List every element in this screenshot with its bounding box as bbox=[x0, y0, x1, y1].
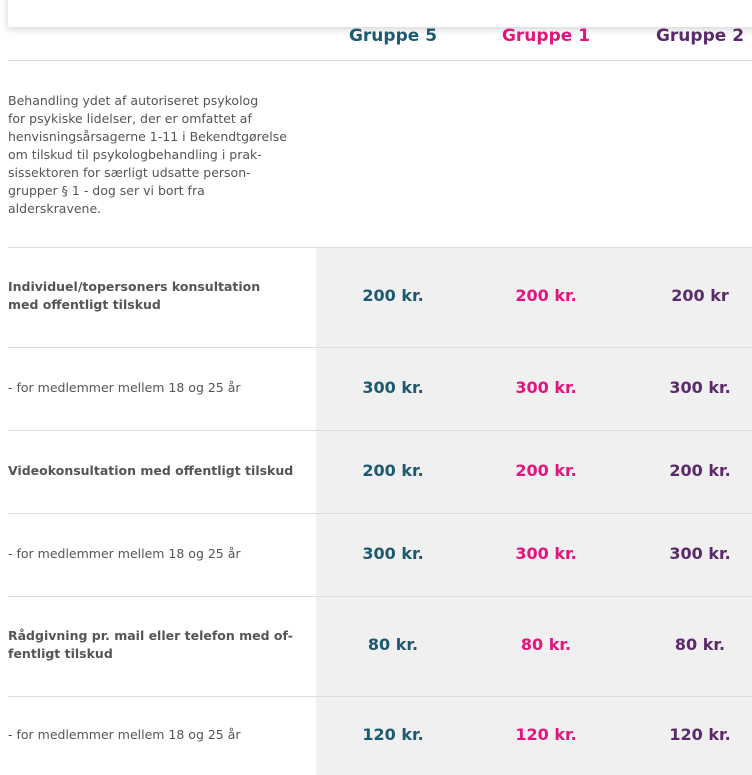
row-label: - for medlemmer mellem 18 og 25 år bbox=[8, 726, 241, 744]
description-line: sissektoren for særligt udsatte person- bbox=[8, 165, 251, 180]
price: 120 kr. bbox=[669, 724, 731, 744]
row-label: - for medlemmer mellem 18 og 25 år bbox=[8, 379, 241, 397]
description: Behandling ydet af autoriseret psykolog f… bbox=[8, 92, 287, 218]
price: 300 kr. bbox=[362, 377, 424, 397]
description-line: grupper § 1 - dog ser vi bort fra bbox=[8, 183, 205, 198]
price: 80 kr. bbox=[367, 635, 419, 654]
description-line: alderskravene. bbox=[8, 201, 102, 216]
label-line: Videokonsultation med offentligt tilskud bbox=[8, 462, 294, 478]
label-line: - for medlemmer mellem 18 og 25 år bbox=[8, 545, 241, 561]
column-header: Gruppe 1 bbox=[501, 26, 591, 46]
label-line: - for medlemmer mellem 18 og 25 år bbox=[8, 726, 241, 742]
price-background bbox=[316, 248, 752, 775]
label-line: fentligt tilskud bbox=[8, 646, 113, 661]
divider bbox=[8, 247, 752, 248]
price: 200 kr. bbox=[362, 460, 424, 480]
divider bbox=[8, 696, 752, 697]
divider bbox=[8, 347, 752, 348]
description-line: henvisningsårsagerne 1-11 i Bekendtgørel… bbox=[8, 129, 287, 144]
price: 200 kr. bbox=[669, 460, 731, 480]
divider bbox=[8, 430, 752, 431]
divider bbox=[8, 60, 752, 61]
row-label: - for medlemmer mellem 18 og 25 år bbox=[8, 545, 241, 563]
description-line: om tilskud til psykologbehandling i prak… bbox=[8, 147, 262, 162]
top-panel bbox=[8, 0, 752, 27]
price: 200 kr. bbox=[362, 286, 424, 305]
price: 300 kr. bbox=[669, 377, 731, 397]
price: 300 kr. bbox=[515, 543, 577, 563]
description-line: Behandling ydet af autoriseret psykolog bbox=[8, 93, 259, 108]
row-label: Rådgivning pr. mail eller telefon med of… bbox=[8, 627, 293, 663]
row-label: Individuel/topersoners konsultation med o… bbox=[8, 278, 260, 314]
label-line: - for medlemmer mellem 18 og 25 år bbox=[8, 379, 241, 395]
column-header: Gruppe 5 bbox=[348, 26, 438, 46]
price: 300 kr. bbox=[515, 377, 577, 397]
price: 300 kr. bbox=[669, 543, 731, 563]
row-label: Videokonsultation med offentligt tilskud bbox=[8, 462, 293, 480]
divider bbox=[8, 513, 752, 514]
price: 120 kr. bbox=[515, 724, 577, 744]
price: 300 kr. bbox=[362, 543, 424, 563]
price: 200 kr bbox=[671, 286, 729, 305]
divider bbox=[8, 596, 752, 597]
label-line: Rådgivning pr. mail eller telefon med of… bbox=[8, 628, 293, 643]
price: 200 kr. bbox=[515, 286, 577, 305]
price: 200 kr. bbox=[515, 460, 577, 480]
price: 80 kr. bbox=[674, 635, 726, 654]
label-line: med offentligt tilskud bbox=[8, 297, 161, 312]
price: 120 kr. bbox=[362, 724, 424, 744]
label-line: Individuel/topersoners konsultation bbox=[8, 279, 261, 294]
price: 80 kr. bbox=[520, 635, 572, 654]
column-header: Gruppe 2 bbox=[655, 26, 745, 46]
description-line: for psykiske lidelser, der er omfattet a… bbox=[8, 111, 252, 126]
